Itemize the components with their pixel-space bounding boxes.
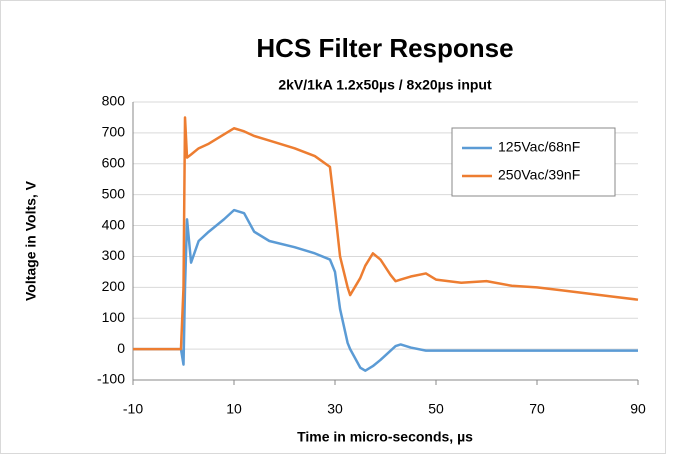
y-tick-label: -100 bbox=[97, 371, 125, 387]
y-tick-label: 500 bbox=[102, 185, 126, 201]
legend-label: 250Vac/39nF bbox=[498, 167, 580, 183]
chart-frame bbox=[0, 0, 666, 454]
x-tick-label: 30 bbox=[327, 401, 343, 417]
y-tick-label: 200 bbox=[102, 278, 126, 294]
y-tick-label: 0 bbox=[117, 340, 125, 356]
x-tick-label: 70 bbox=[529, 401, 545, 417]
legend-box bbox=[451, 127, 616, 197]
y-tick-label: 600 bbox=[102, 154, 126, 170]
legend-label: 125Vac/68nF bbox=[498, 139, 580, 155]
x-tick-label: 50 bbox=[428, 401, 444, 417]
y-axis-label: Voltage in Volts, V bbox=[23, 180, 39, 301]
x-tick-label: -10 bbox=[123, 401, 143, 417]
y-tick-label: 800 bbox=[102, 93, 126, 109]
y-tick-label: 700 bbox=[102, 124, 126, 140]
chart-subtitle: 2kV/1kA 1.2x50µs / 8x20µs input bbox=[278, 77, 492, 93]
y-tick-label: 400 bbox=[102, 216, 126, 232]
y-tick-label: 300 bbox=[102, 247, 126, 263]
y-tick-label: 100 bbox=[102, 309, 126, 325]
x-tick-label: 90 bbox=[630, 401, 646, 417]
series-line bbox=[133, 208, 638, 372]
x-axis-label: Time in micro-seconds, µs bbox=[297, 429, 473, 445]
chart-title: HCS Filter Response bbox=[256, 33, 513, 63]
series-line bbox=[133, 116, 639, 351]
x-tick-label: 10 bbox=[226, 401, 242, 417]
